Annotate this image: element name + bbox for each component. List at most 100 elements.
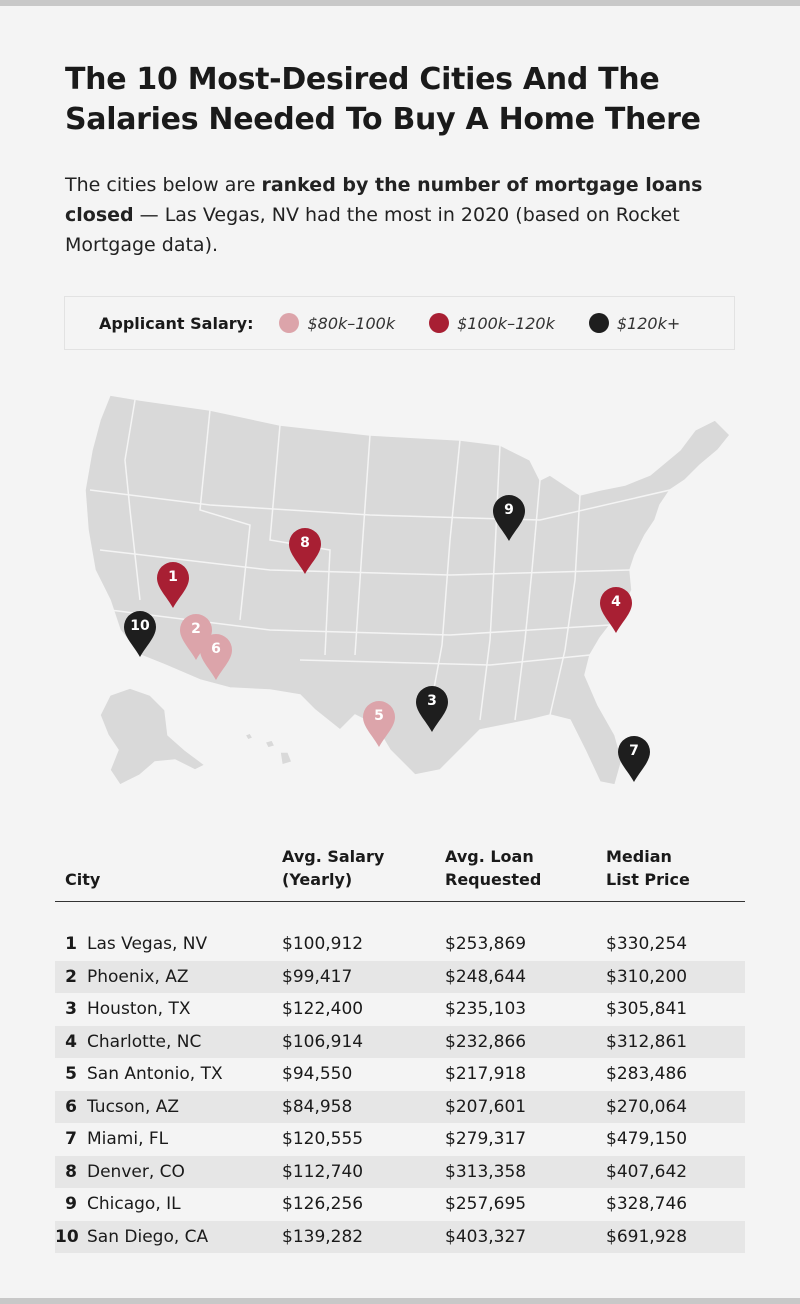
- table-row: 7 Miami, FL $120,555 $279,317 $479,150: [55, 1123, 745, 1156]
- row-salary: $139,282: [282, 1226, 364, 1247]
- header-price: Median List Price: [606, 845, 745, 891]
- row-city: Houston, TX: [87, 999, 191, 1020]
- pin-rank: 6: [211, 641, 221, 657]
- legend-item-low: $80k–100k: [279, 313, 395, 333]
- table-row: 5 San Antonio, TX $94,550 $217,918 $283,…: [55, 1058, 745, 1091]
- row-city: Miami, FL: [87, 1129, 169, 1150]
- row-salary: $94,550: [282, 1064, 353, 1085]
- us-map: 1 2 3 4 5 6 7 8 9 10: [70, 390, 750, 810]
- map-pin: 6: [199, 633, 233, 681]
- row-salary: $122,400: [282, 999, 364, 1020]
- intro-rest: — Las Vegas, NV had the most in 2020 (ba…: [65, 204, 680, 256]
- intro-text: The cities below are ranked by the numbe…: [65, 170, 745, 260]
- pin-rank: 7: [629, 743, 639, 759]
- header-salary: Avg. Salary (Yearly): [282, 845, 445, 891]
- header-price-line2: List Price: [606, 870, 690, 889]
- row-price: $270,064: [606, 1096, 688, 1117]
- row-price: $479,150: [606, 1129, 688, 1150]
- table-row: 2 Phoenix, AZ $99,417 $248,644 $310,200: [55, 960, 745, 993]
- map-pin: 7: [617, 735, 651, 783]
- cities-table: City Avg. Salary (Yearly) Avg. Loan Reques…: [55, 844, 745, 1253]
- intro-lead: The cities below are: [65, 174, 262, 196]
- header-loan-line1: Avg. Loan: [445, 847, 534, 866]
- table-row: 1 Las Vegas, NV $100,912 $253,869 $330,2…: [55, 928, 745, 961]
- pin-rank: 9: [504, 502, 514, 518]
- row-salary: $126,256: [282, 1194, 364, 1215]
- row-city: San Diego, CA: [87, 1226, 209, 1247]
- row-rank: 2: [65, 966, 77, 987]
- row-city: Phoenix, AZ: [87, 966, 189, 987]
- table-row: 8 Denver, CO $112,740 $313,358 $407,642: [55, 1155, 745, 1188]
- row-rank: 6: [65, 1096, 77, 1117]
- legend-label-high: $120k+: [616, 313, 681, 333]
- row-salary: $120,555: [282, 1129, 364, 1150]
- row-price: $691,928: [606, 1226, 688, 1247]
- header-loan-line2: Requested: [445, 870, 542, 889]
- row-salary: $100,912: [282, 934, 364, 955]
- row-price: $328,746: [606, 1194, 688, 1215]
- page-title: The 10 Most-Desired Cities And The Salar…: [65, 62, 701, 137]
- row-loan: $257,695: [445, 1194, 527, 1215]
- pin-rank: 3: [427, 693, 437, 709]
- map-pin: 8: [288, 527, 322, 575]
- row-rank: 10: [55, 1226, 79, 1247]
- table-body: 1 Las Vegas, NV $100,912 $253,869 $330,2…: [55, 928, 745, 1253]
- legend-dot-mid: [429, 313, 450, 333]
- hawaii-shape: [243, 732, 294, 766]
- row-loan: $248,644: [445, 966, 527, 987]
- row-loan: $253,869: [445, 934, 527, 955]
- header-loan: Avg. Loan Requested: [445, 845, 606, 891]
- map-pin: 4: [599, 586, 633, 634]
- legend-item-high: $120k+: [588, 313, 681, 333]
- row-rank: 9: [65, 1194, 77, 1215]
- row-rank: 8: [65, 1161, 77, 1182]
- table-row: 10 San Diego, CA $139,282 $403,327 $691,…: [55, 1220, 745, 1253]
- header-salary-line2: (Yearly): [282, 870, 353, 889]
- pin-rank: 4: [611, 594, 621, 610]
- header-city: City: [65, 870, 101, 889]
- row-price: $283,486: [606, 1064, 688, 1085]
- row-loan: $207,601: [445, 1096, 527, 1117]
- legend-label-low: $80k–100k: [307, 313, 396, 333]
- row-city: Chicago, IL: [87, 1194, 181, 1215]
- table-row: 3 Houston, TX $122,400 $235,103 $305,841: [55, 993, 745, 1026]
- top-border: [0, 0, 800, 6]
- salary-legend: Applicant Salary: $80k–100k $100k–120k $…: [64, 296, 735, 350]
- row-loan: $232,866: [445, 1031, 527, 1052]
- legend-dot-low: [279, 313, 300, 333]
- map-pin: 5: [362, 700, 396, 748]
- row-price: $330,254: [606, 934, 688, 955]
- row-loan: $313,358: [445, 1161, 527, 1182]
- row-city: Las Vegas, NV: [87, 934, 208, 955]
- row-rank: 4: [65, 1031, 77, 1052]
- legend-title: Applicant Salary:: [99, 313, 254, 333]
- row-city: San Antonio, TX: [87, 1064, 223, 1085]
- table-header: City Avg. Salary (Yearly) Avg. Loan Reques…: [55, 844, 745, 902]
- pin-rank: 8: [300, 535, 310, 551]
- alaska-shape: [99, 687, 207, 786]
- row-loan: $235,103: [445, 999, 527, 1020]
- bottom-border: [0, 1298, 800, 1304]
- legend-item-mid: $100k–120k: [429, 313, 555, 333]
- pin-rank: 10: [130, 618, 150, 634]
- intro-bold: ranked by the number of mortgage loans c…: [65, 174, 703, 226]
- header-price-line1: Median: [606, 847, 672, 866]
- map-pin: 1: [156, 561, 190, 609]
- map-pin: 2: [179, 613, 213, 661]
- map-pin: 9: [492, 494, 526, 542]
- row-rank: 5: [65, 1064, 77, 1085]
- pin-rank: 1: [168, 569, 178, 585]
- row-price: $305,841: [606, 999, 688, 1020]
- table-row: 6 Tucson, AZ $84,958 $207,601 $270,064: [55, 1090, 745, 1123]
- table-row: 4 Charlotte, NC $106,914 $232,866 $312,8…: [55, 1025, 745, 1058]
- map-pin: 10: [123, 610, 157, 658]
- table-row: 9 Chicago, IL $126,256 $257,695 $328,746: [55, 1188, 745, 1221]
- row-rank: 7: [65, 1129, 77, 1150]
- row-city: Denver, CO: [87, 1161, 185, 1182]
- row-rank: 3: [65, 999, 77, 1020]
- pin-rank: 5: [374, 708, 384, 724]
- legend-label-mid: $100k–120k: [457, 313, 555, 333]
- row-city: Charlotte, NC: [87, 1031, 202, 1052]
- row-price: $407,642: [606, 1161, 688, 1182]
- pin-rank: 2: [191, 621, 201, 637]
